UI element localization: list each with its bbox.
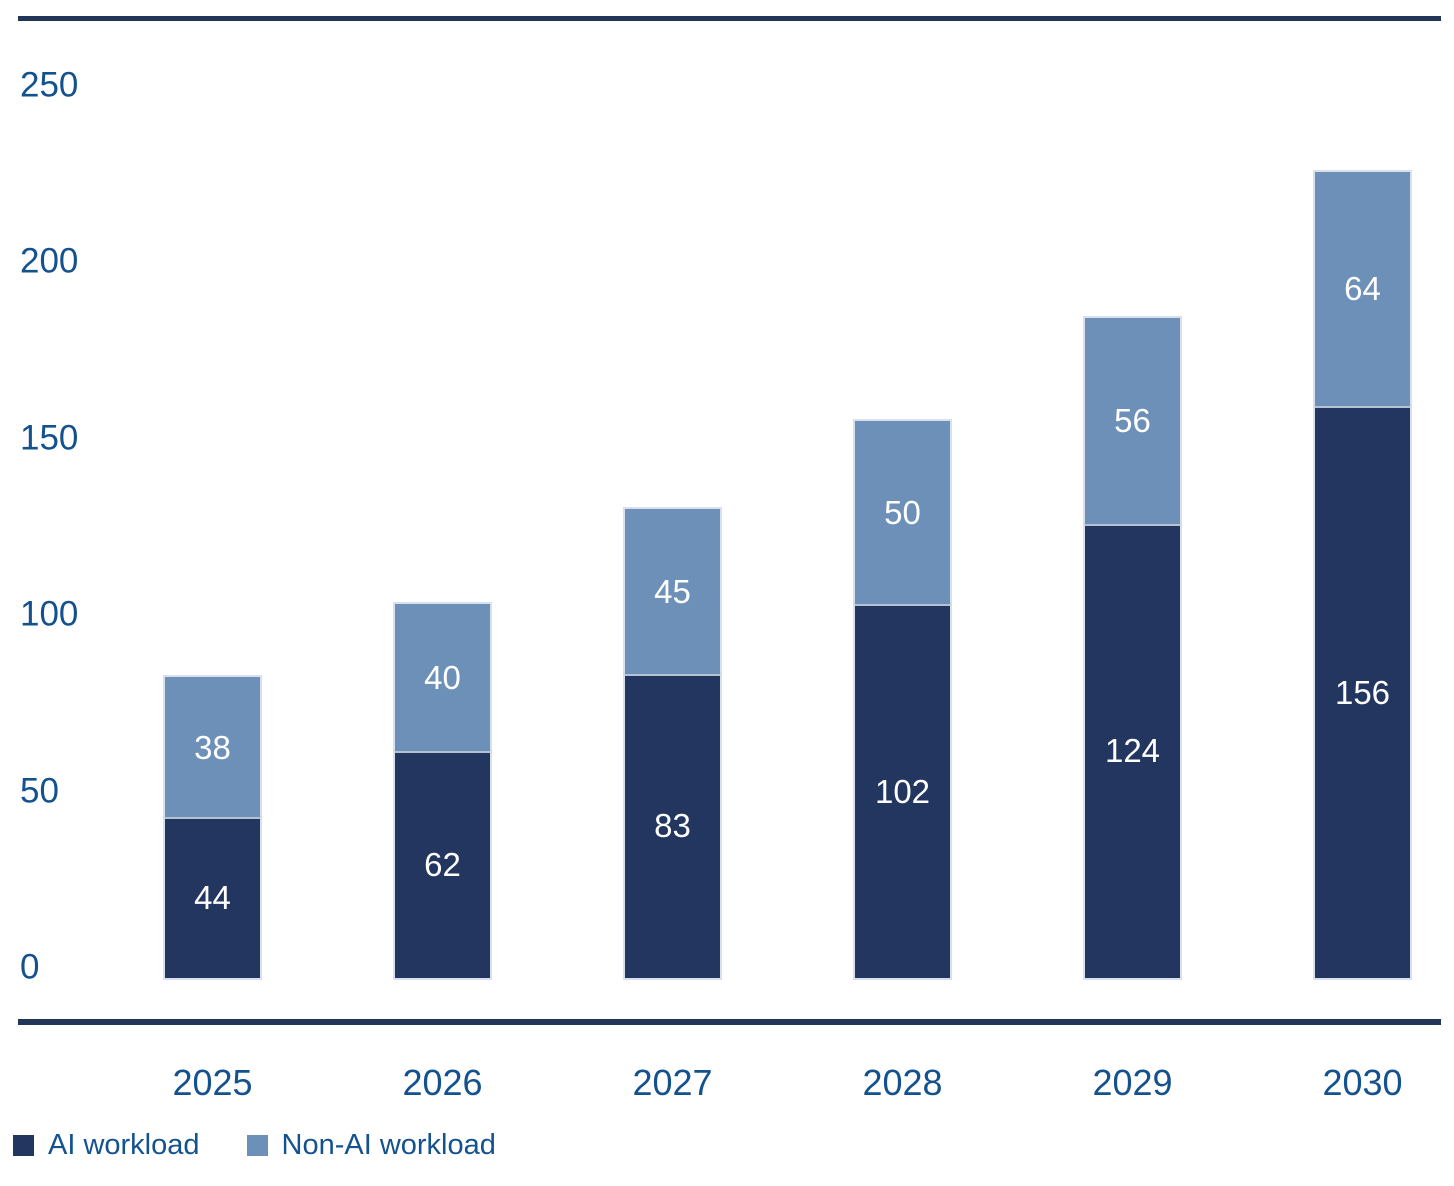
y-axis-tick-label: 0 — [20, 947, 40, 987]
bar-segment-non-ai-workload-2030: 64 — [1315, 171, 1410, 407]
bar-value-label: 50 — [884, 494, 921, 532]
x-axis-label-2026: 2026 — [402, 1062, 483, 1103]
legend-item-non-ai-workload: Non-AI workload — [246, 1129, 496, 1161]
bar-segment-non-ai-workload-2029: 56 — [1085, 318, 1180, 524]
bar-segment-non-ai-workload-2025: 38 — [165, 677, 260, 817]
bar-segment-ai-workload-2028: 102 — [855, 604, 950, 978]
bar-segment-ai-workload-2027: 83 — [625, 673, 720, 978]
x-axis-label-2025: 2025 — [172, 1062, 253, 1103]
y-axis-tick-label: 100 — [20, 594, 79, 634]
x-axis-label-2030: 2030 — [1322, 1062, 1403, 1103]
x-axis-label-2029: 2029 — [1092, 1062, 1173, 1103]
bar-value-label: 83 — [654, 807, 691, 845]
bar-value-label: 44 — [194, 878, 231, 916]
top-border-line — [18, 16, 1441, 21]
bar-segment-non-ai-workload-2026: 40 — [395, 604, 490, 751]
y-axis-tick-label: 50 — [20, 771, 59, 810]
legend-item-ai-workload: AI workload — [13, 1131, 200, 1160]
bar-value-label: 62 — [424, 845, 461, 883]
x-axis-line — [18, 1019, 1441, 1025]
x-axis-label-2027: 2027 — [632, 1062, 713, 1103]
bar-value-label: 38 — [194, 728, 231, 766]
bar-segment-non-ai-workload-2028: 50 — [855, 420, 950, 605]
bar-value-label: 56 — [1114, 402, 1151, 440]
bar-value-label: 45 — [654, 572, 691, 610]
legend-label-non-ai-workload: Non-AI workload — [281, 1129, 496, 1161]
legend-label-ai-workload: AI workload — [48, 1129, 200, 1161]
chart-legend: AI workload Non-AI workload — [13, 1131, 496, 1160]
y-axis-tick-label: 150 — [20, 418, 79, 457]
bar-segment-non-ai-workload-2027: 45 — [625, 508, 720, 674]
bar-segment-ai-workload-2026: 62 — [395, 750, 490, 978]
bar-value-label: 102 — [874, 772, 931, 810]
bar-value-label: 64 — [1344, 270, 1381, 308]
y-axis-tick-label: 200 — [20, 241, 79, 281]
ai-workload-swatch-icon — [13, 1135, 34, 1156]
bar-segment-ai-workload-2025: 44 — [165, 816, 260, 978]
bar-value-label: 40 — [424, 658, 461, 696]
bar-segment-ai-workload-2029: 124 — [1085, 523, 1180, 978]
bar-value-label: 124 — [1104, 732, 1161, 770]
bar-segment-ai-workload-2030: 156 — [1315, 406, 1410, 978]
non-ai-workload-swatch-icon — [246, 1135, 268, 1156]
bar-value-label: 156 — [1334, 673, 1391, 711]
x-axis-label-2028: 2028 — [862, 1062, 943, 1103]
y-axis-tick-label: 250 — [20, 65, 79, 104]
